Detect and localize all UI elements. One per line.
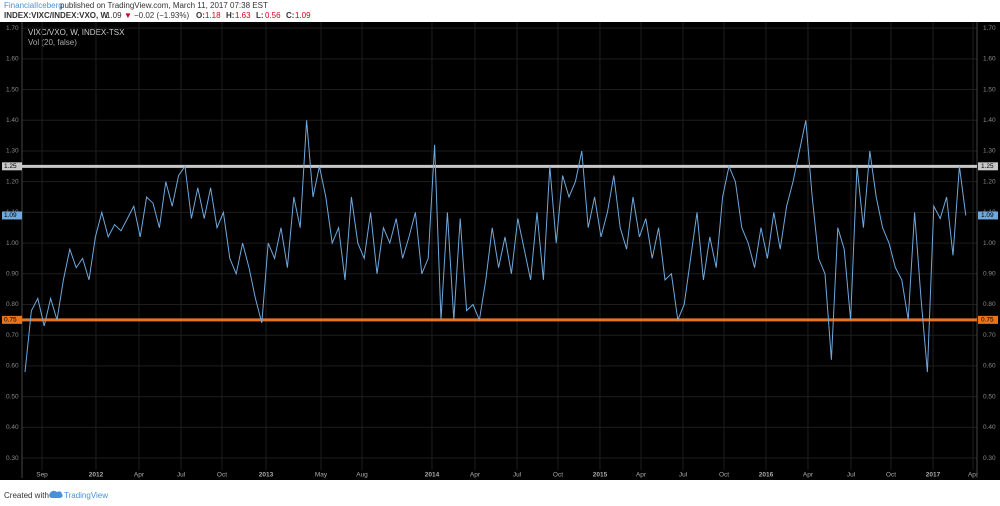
y2-tick-label: 1.70 <box>983 25 996 32</box>
change: −0.02 (−1.93%) <box>134 11 189 20</box>
y-tick-label: 1.60 <box>6 56 19 63</box>
price-badge-label: 0.75 <box>981 317 994 324</box>
ohlc-value: 1.18 <box>205 11 221 20</box>
price-line <box>24 120 967 373</box>
y-tick-label: 0.90 <box>6 271 19 278</box>
x-tick-label: May <box>315 472 328 479</box>
x-tick-label: 2014 <box>425 472 440 479</box>
y-tick-label: 1.40 <box>6 117 19 124</box>
y2-tick-label: 0.50 <box>983 393 996 400</box>
ohlc-value: 0.56 <box>265 11 281 20</box>
x-tick-label: Oct <box>719 472 729 479</box>
x-tick-label: Jul <box>177 472 186 479</box>
price-badge <box>2 162 22 171</box>
x-tick-label: 2012 <box>89 472 104 479</box>
footer-brand[interactable]: TradingView <box>64 491 108 500</box>
x-tick-label: Jul <box>847 472 856 479</box>
price-badge-label: 1.25 <box>981 163 994 170</box>
x-tick-label: 2016 <box>759 472 774 479</box>
x-tick-label: Apr <box>803 472 814 479</box>
y-tick-label: 0.50 <box>6 393 19 400</box>
y-tick-label: 0.40 <box>6 424 19 431</box>
symbol: INDEX:VIXC/INDEX:VXO, W <box>4 11 108 20</box>
ohlc-value: 1.09 <box>295 11 311 20</box>
x-tick-label: Oct <box>553 472 563 479</box>
x-tick-label: Jul <box>513 472 522 479</box>
x-tick-label: Sep <box>36 472 48 479</box>
y2-tick-label: 0.80 <box>983 301 996 308</box>
chart-title: VIXC/VXO, W, INDEX-TSX <box>28 28 125 37</box>
y-tick-label: 1.50 <box>6 86 19 93</box>
y2-tick-label: 1.20 <box>983 178 996 185</box>
footer-created: Created with <box>4 491 49 500</box>
price-badge-label: 0.75 <box>4 317 17 324</box>
y-tick-label: 1.30 <box>6 148 19 155</box>
ohlc-value: 1.63 <box>235 11 251 20</box>
plot-bg <box>0 22 1000 480</box>
y-tick-label: 0.70 <box>6 332 19 339</box>
y2-tick-label: 0.40 <box>983 424 996 431</box>
y2-tick-label: 1.40 <box>983 117 996 124</box>
x-tick-label: Jul <box>679 472 688 479</box>
x-tick-label: Apr <box>968 472 979 479</box>
last-price-label: 1.09 <box>4 212 17 219</box>
price-badge <box>978 315 998 324</box>
x-tick-label: Apr <box>636 472 647 479</box>
y-tick-label: 1.20 <box>6 178 19 185</box>
last-price-badge <box>2 211 22 220</box>
chart-subtitle: Vol (20, false) <box>28 38 77 47</box>
y-tick-label: 0.30 <box>6 455 19 462</box>
published: published on TradingView.com, March 11, … <box>60 1 268 10</box>
y-tick-label: 1.70 <box>6 25 19 32</box>
y2-tick-label: 1.00 <box>983 240 996 247</box>
y-tick-label: 0.80 <box>6 301 19 308</box>
y-tick-label: 0.60 <box>6 363 19 370</box>
last-price-label: 1.09 <box>981 212 994 219</box>
x-tick-label: 2015 <box>593 472 608 479</box>
last-price-badge <box>978 211 998 220</box>
price-badge <box>2 315 22 324</box>
price-badge-label: 1.25 <box>4 163 17 170</box>
author[interactable]: FinancialIceberg <box>4 1 63 10</box>
y2-tick-label: 0.70 <box>983 332 996 339</box>
x-tick-label: Oct <box>886 472 896 479</box>
ohlc-key: C: <box>286 11 294 20</box>
price-badge <box>978 162 998 171</box>
ohlc-key: O: <box>196 11 205 20</box>
last-price: 1.09 <box>106 11 122 20</box>
y2-tick-label: 0.30 <box>983 455 996 462</box>
x-tick-label: Apr <box>470 472 481 479</box>
y-tick-label: 1.00 <box>6 240 19 247</box>
y2-tick-label: 0.60 <box>983 363 996 370</box>
x-tick-label: Apr <box>134 472 145 479</box>
x-tick-label: 2013 <box>259 472 274 479</box>
x-tick-label: 2017 <box>926 472 941 479</box>
ohlc-key: H: <box>226 11 234 20</box>
y2-tick-label: 1.60 <box>983 56 996 63</box>
y2-tick-label: 1.50 <box>983 86 996 93</box>
y2-tick-label: 0.90 <box>983 271 996 278</box>
x-tick-label: Aug <box>356 472 368 479</box>
x-tick-label: Oct <box>217 472 227 479</box>
arrow: ▼ <box>124 11 132 20</box>
ohlc-key: L: <box>256 11 264 20</box>
brand-icon <box>49 490 63 498</box>
y2-tick-label: 1.30 <box>983 148 996 155</box>
